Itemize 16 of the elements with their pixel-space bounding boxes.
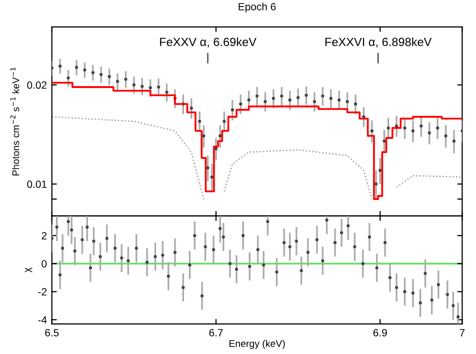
y-tick-label: 2 [42, 232, 46, 240]
x-tick-label: 6.5 [45, 329, 59, 336]
annotation: FeXXVI α, 6.898keV [325, 37, 432, 48]
y-tick-label: 0.01 [27, 180, 47, 188]
y-tick-label: -4 [38, 316, 47, 324]
x-tick-label: 6.7 [209, 329, 223, 336]
chart-title: Epoch 6 [238, 2, 276, 12]
annotation: FeXXV α, 6.69keV [160, 37, 256, 48]
y-tick-label: 0 [42, 260, 47, 268]
x-axis-title: Energy (keV) [229, 340, 285, 349]
x-tick-label: 7 [460, 329, 465, 336]
y-tick-label: -2 [38, 288, 46, 296]
y-axis-title: Photons cm$^{−2}$ s$^{−1}$ keV$^{−1}$ [10, 68, 20, 176]
x-tick-label: 6.9 [373, 329, 387, 336]
y-axis-title: χ [24, 267, 32, 272]
y-tick-label: 0.02 [27, 81, 46, 89]
